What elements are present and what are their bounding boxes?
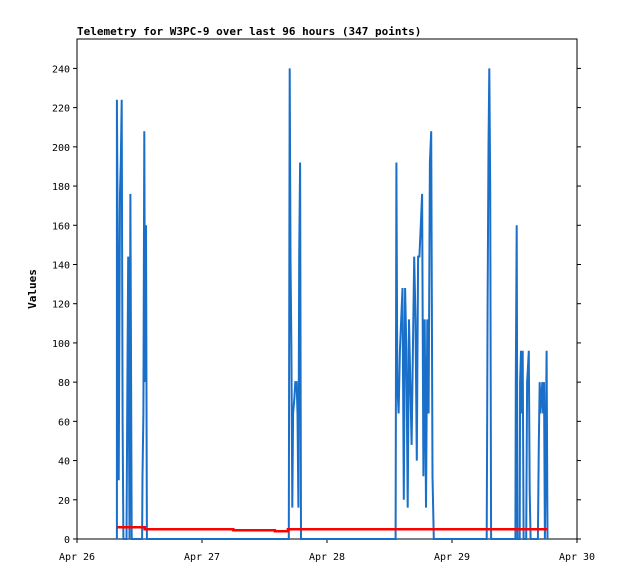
y-tick-label: 200	[52, 143, 70, 154]
chart-title: Telemetry for W3PC-9 over last 96 hours …	[77, 25, 421, 38]
series-line-2	[116, 525, 548, 533]
x-tick-label: Apr 30	[559, 552, 595, 563]
x-tick-label: Apr 27	[184, 552, 220, 563]
y-tick-label: 40	[58, 457, 70, 468]
x-tick-label: Apr 28	[309, 552, 345, 563]
y-tick-label: 120	[52, 300, 70, 311]
plot-area: 0 20 40 60 80 100 120 140 160 180 200 220 240 Apr 26 A…	[52, 38, 595, 563]
y-tick-label: 20	[58, 496, 70, 507]
y-tick-label: 140	[52, 260, 70, 271]
x-tick-label: Apr 29	[434, 552, 470, 563]
y-tick-label: 240	[52, 64, 70, 75]
y-tick-label: 180	[52, 182, 70, 193]
y-tick-label: 80	[58, 378, 70, 389]
y-tick-label: 100	[52, 339, 70, 350]
y-tick-label: 0	[64, 535, 70, 546]
series-line-1	[115, 68, 549, 540]
y-tick-label: 220	[52, 104, 70, 115]
y-axis-label: Values	[26, 269, 39, 309]
x-tick-label: Apr 26	[59, 552, 95, 563]
y-tick-label: 160	[52, 221, 70, 232]
plot-frame	[76, 38, 578, 540]
y-tick-label: 60	[58, 417, 70, 428]
